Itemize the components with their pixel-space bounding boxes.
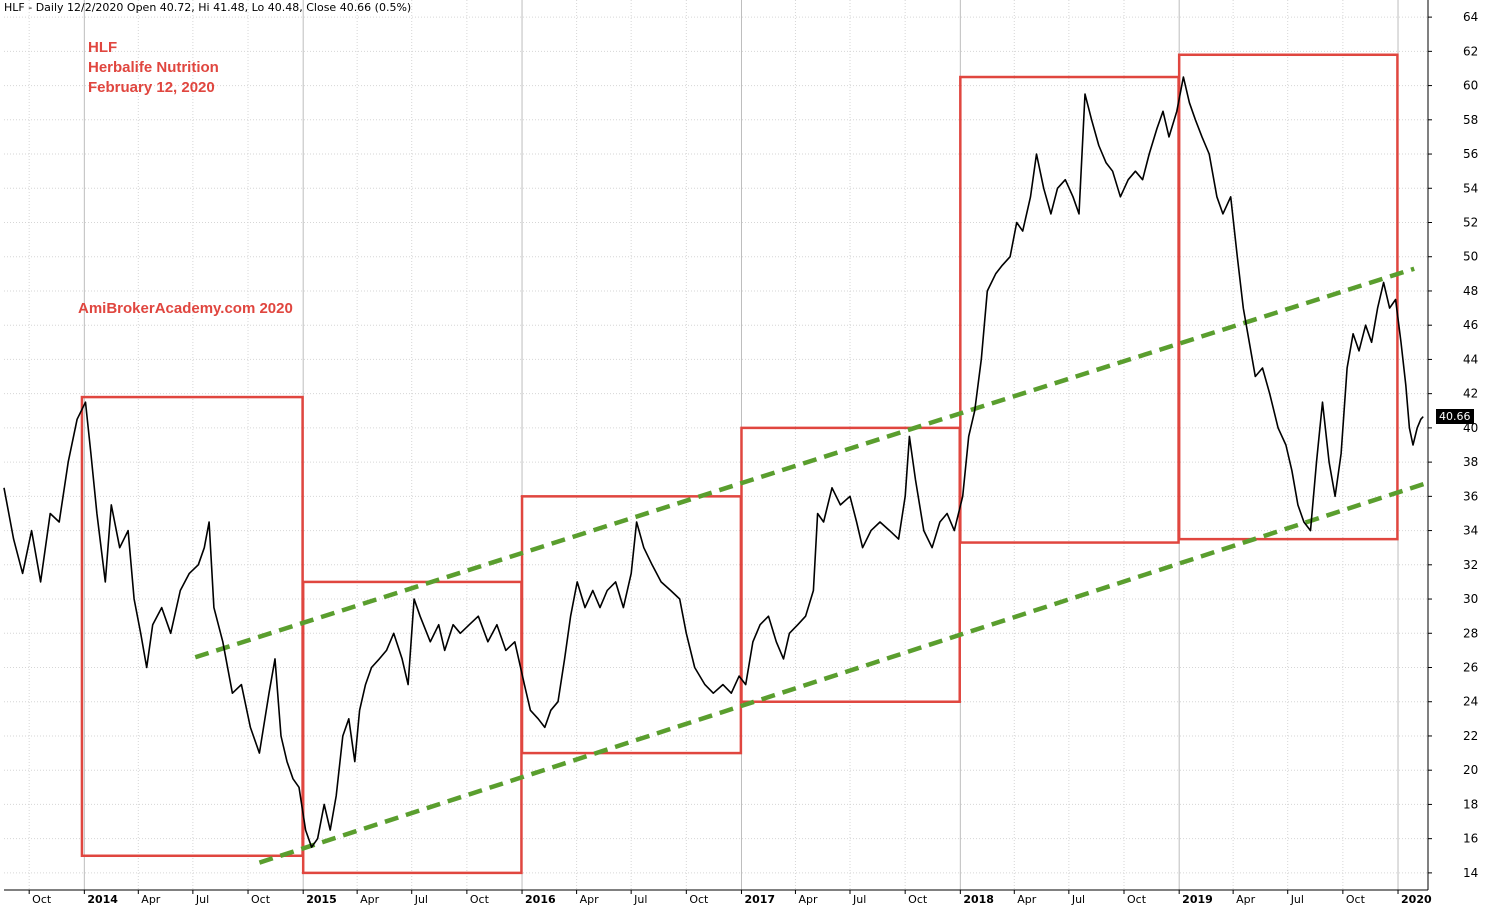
- grid: [4, 0, 1428, 890]
- y-tick-label: 62: [1463, 44, 1478, 58]
- y-tick-label: 40: [1463, 421, 1478, 435]
- y-tick-label: 52: [1463, 216, 1478, 230]
- range-box: [1177, 53, 1399, 541]
- year-range-boxes: [80, 53, 1399, 875]
- x-tick-label: Apr: [1236, 893, 1256, 906]
- y-tick-label: 56: [1463, 147, 1478, 161]
- x-tick-label: Apr: [141, 893, 161, 906]
- last-price-badge: 40.66: [1436, 408, 1474, 424]
- y-tick-label: 18: [1463, 797, 1478, 811]
- x-tick-label: 2020: [1401, 893, 1432, 906]
- x-tick-label: 2015: [306, 893, 337, 906]
- y-tick-label: 44: [1463, 352, 1478, 366]
- x-tick-label: Jul: [1071, 893, 1085, 906]
- date-label: February 12, 2020: [88, 79, 215, 96]
- y-tick-label: 46: [1463, 318, 1478, 332]
- x-tick-label: Jul: [195, 893, 209, 906]
- y-tick-label: 54: [1463, 181, 1478, 195]
- y-tick-label: 48: [1463, 284, 1478, 298]
- y-tick-label: 14: [1463, 866, 1478, 880]
- y-tick-label: 22: [1463, 729, 1478, 743]
- x-tick-label: Jul: [852, 893, 866, 906]
- y-tick-label: 60: [1463, 79, 1478, 93]
- x-tick-label: Apr: [1017, 893, 1037, 906]
- y-tick-label: 32: [1463, 558, 1478, 572]
- x-tick-label: 2016: [525, 893, 556, 906]
- x-tick-label: Apr: [798, 893, 818, 906]
- x-tick-label: Oct: [908, 893, 928, 906]
- y-tick-label: 38: [1463, 455, 1478, 469]
- price-series: [3, 76, 1424, 848]
- x-tick-label: Apr: [360, 893, 380, 906]
- y-tick-label: 28: [1463, 626, 1478, 640]
- company-label: Herbalife Nutrition: [88, 59, 219, 76]
- x-tick-label: 2014: [87, 893, 118, 906]
- ticker-label: HLF: [88, 39, 118, 56]
- range-box: [740, 426, 961, 703]
- y-tick-label: 58: [1463, 113, 1478, 127]
- range-box: [959, 75, 1180, 544]
- y-tick-label: 16: [1463, 832, 1478, 846]
- x-tick-label: 2018: [963, 893, 994, 906]
- x-tick-label: 2019: [1182, 893, 1213, 906]
- y-tick-label: 64: [1463, 10, 1478, 24]
- y-tick-label: 26: [1463, 661, 1478, 675]
- y-tick-label: 42: [1463, 387, 1478, 401]
- x-tick-label: Oct: [251, 893, 271, 906]
- y-tick-label: 50: [1463, 250, 1478, 264]
- y-tick-label: 24: [1463, 695, 1478, 709]
- x-tick-label: Oct: [32, 893, 52, 906]
- x-tick-label: Apr: [580, 893, 600, 906]
- trend-line: [194, 266, 1415, 660]
- x-tick-label: Jul: [1290, 893, 1304, 906]
- trend-line: [258, 480, 1429, 865]
- x-tick-label: 2017: [744, 893, 775, 906]
- price-line: [3, 76, 1424, 848]
- x-tick-label: Jul: [414, 893, 428, 906]
- x-tick-label: Jul: [633, 893, 647, 906]
- y-tick-label: 34: [1463, 524, 1478, 538]
- y-tick-label: 36: [1463, 489, 1478, 503]
- y-tick-label: 30: [1463, 592, 1478, 606]
- x-tick-label: Oct: [1127, 893, 1147, 906]
- trend-channel: [194, 266, 1429, 865]
- axes: 14 16 18 20 22 24 26 28 30 32 34 36 38 40 42 44 46 48 50 52…: [4, 0, 1478, 906]
- watermark-label: AmiBrokerAcademy.com 2020: [78, 300, 293, 317]
- x-tick-label: Oct: [689, 893, 709, 906]
- x-tick-label: Oct: [470, 893, 490, 906]
- range-box: [80, 395, 304, 858]
- chart-header: HLF - Daily 12/2/2020 Open 40.72, Hi 41.…: [4, 1, 412, 14]
- y-tick-label: 20: [1463, 763, 1478, 777]
- x-tick-label: Oct: [1346, 893, 1366, 906]
